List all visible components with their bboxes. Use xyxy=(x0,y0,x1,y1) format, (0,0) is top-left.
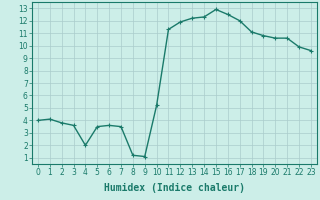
X-axis label: Humidex (Indice chaleur): Humidex (Indice chaleur) xyxy=(104,183,245,193)
